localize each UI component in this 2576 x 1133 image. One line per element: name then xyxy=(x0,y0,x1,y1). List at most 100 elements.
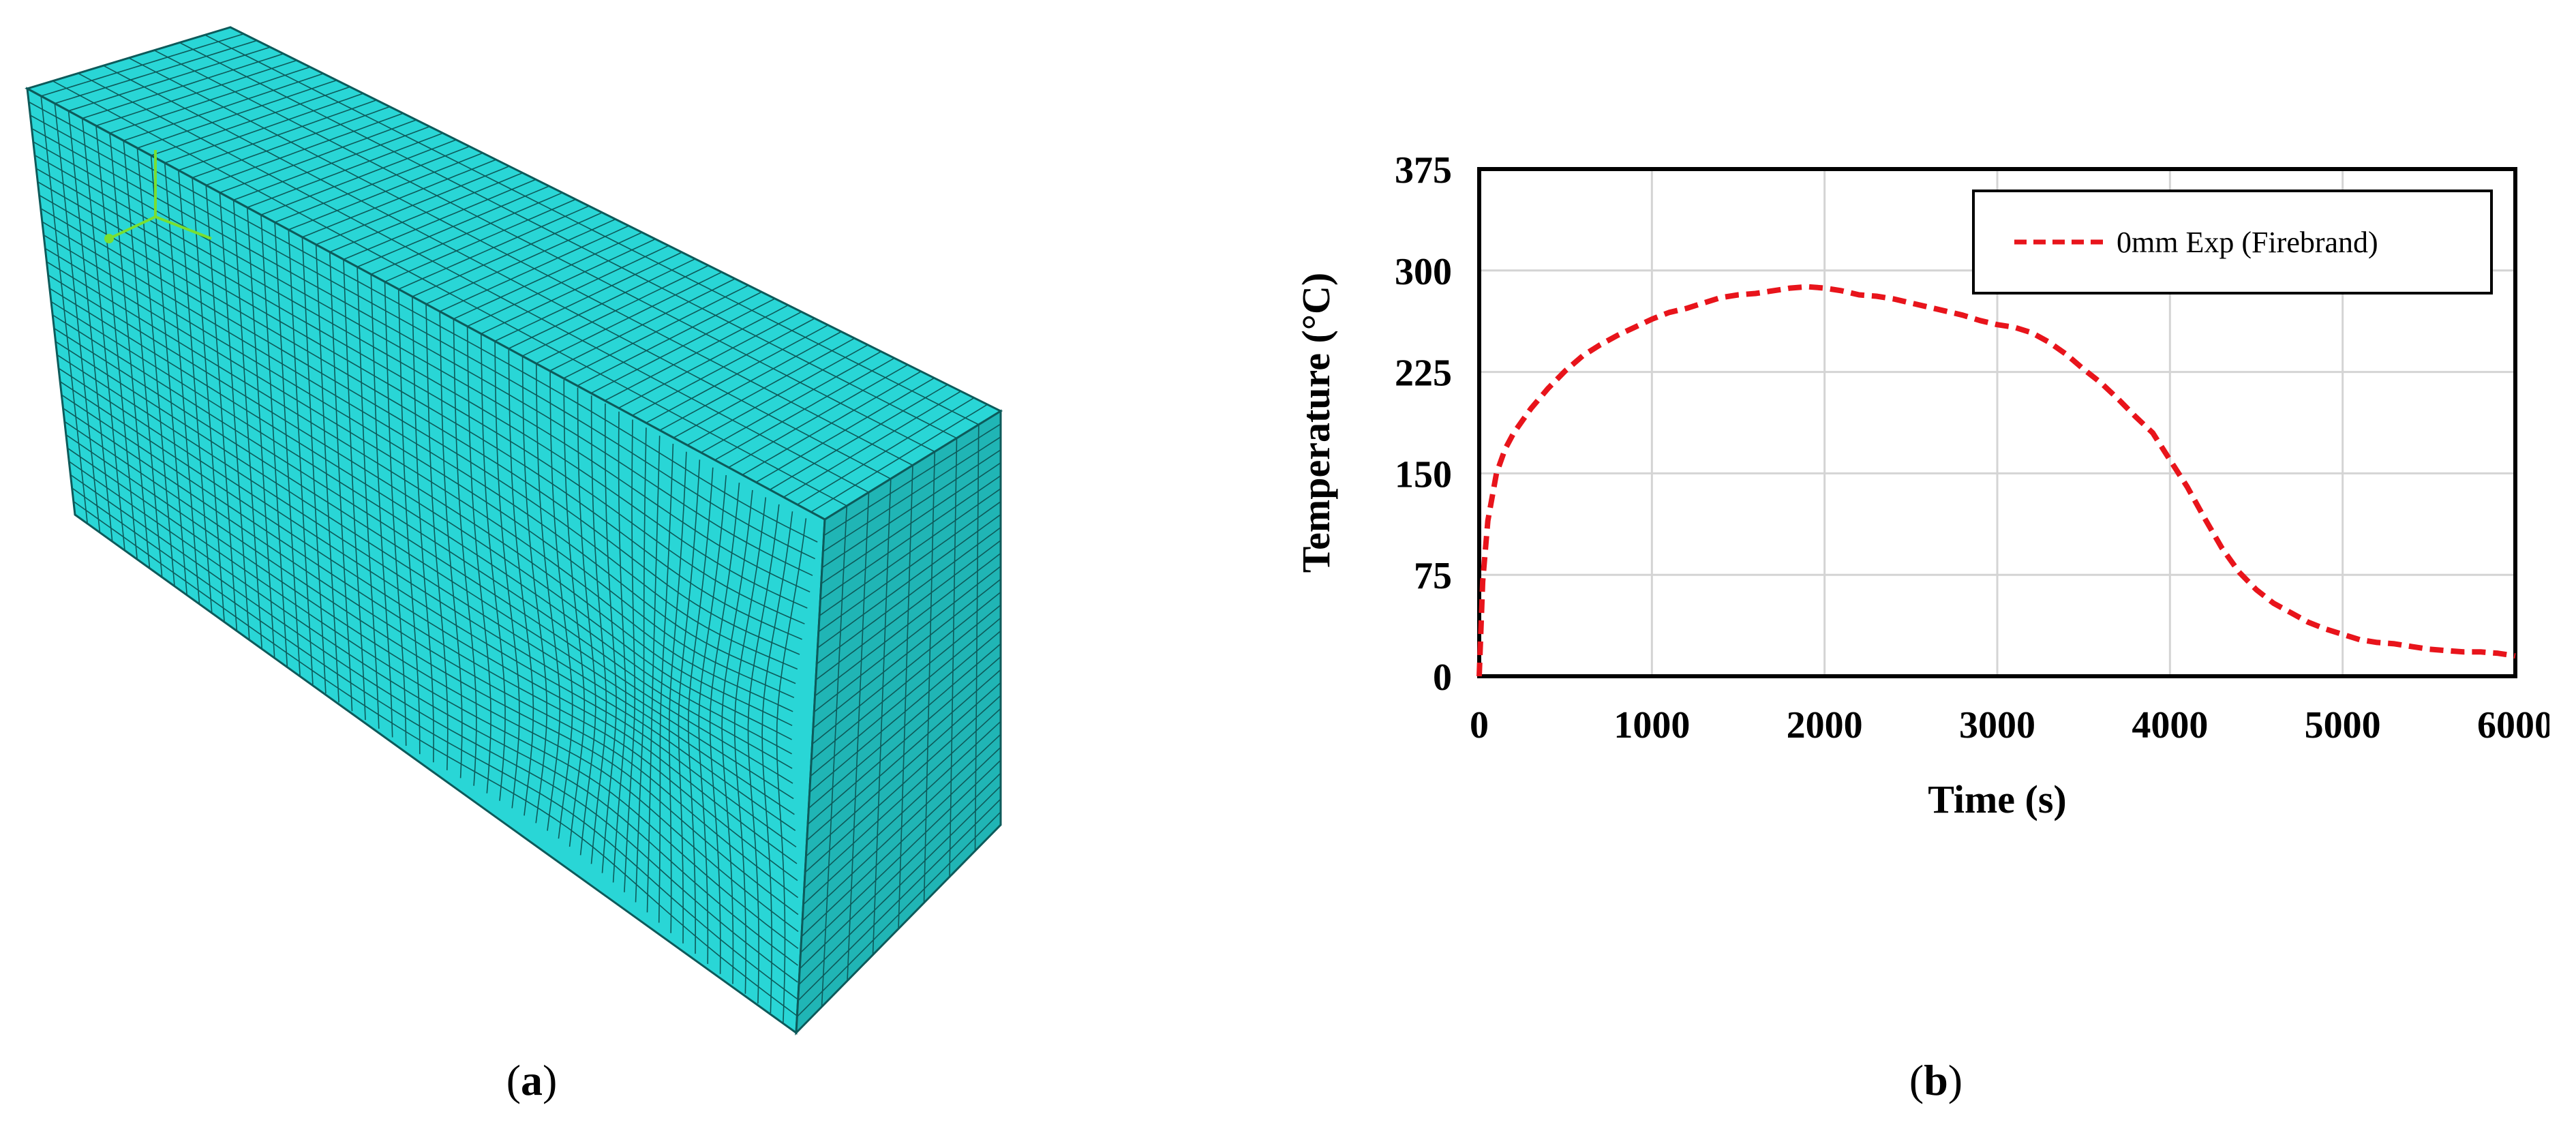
mesh-line xyxy=(33,141,810,593)
x-axis-title: Time (s) xyxy=(1928,777,2067,821)
x-tick-label: 1000 xyxy=(1613,704,1690,746)
mesh-line xyxy=(819,488,1001,616)
mesh-line xyxy=(39,194,800,655)
mesh-line xyxy=(64,421,799,916)
x-tick-label: 0 xyxy=(1470,704,1489,746)
mesh-line xyxy=(59,381,798,864)
mesh-line xyxy=(819,475,1001,601)
mesh-line xyxy=(809,630,1001,793)
mesh-line xyxy=(815,540,1001,680)
y-axis-title: Temperature (°C) xyxy=(1294,273,1338,573)
mesh-line xyxy=(48,274,792,740)
axis-triad-icon xyxy=(104,150,212,243)
panel-label-a: (a) xyxy=(506,1056,558,1104)
mesh-line xyxy=(128,57,913,466)
mesh-top-face xyxy=(25,26,1003,521)
x-tick-label: 3000 xyxy=(1959,704,2035,746)
y-tick-label: 150 xyxy=(1395,453,1452,496)
series-layer xyxy=(1476,284,2516,677)
mesh-front-face xyxy=(26,87,826,1035)
mesh-block xyxy=(25,26,1003,1036)
y-tick-label: 375 xyxy=(1395,149,1452,192)
mesh-side-face xyxy=(795,409,1002,1036)
mesh-line xyxy=(58,367,797,848)
mesh-line xyxy=(798,785,1001,985)
mesh-line xyxy=(810,617,1001,777)
mesh-line xyxy=(812,591,1001,745)
temperature-time-chart: 0 75 150 225 300 375 0 1000 2000 3000 4000 5000 600… xyxy=(1294,149,2549,821)
mesh-line xyxy=(40,208,798,670)
x-tick-labels: 0 1000 2000 3000 4000 5000 6000 xyxy=(1470,704,2549,746)
mesh-line xyxy=(796,811,1001,1018)
mesh-line xyxy=(810,604,1001,761)
y-tick-label: 300 xyxy=(1395,251,1452,293)
mesh-line xyxy=(808,643,1001,809)
mesh-line xyxy=(67,447,799,950)
plot-frame xyxy=(1477,167,2517,678)
mesh-line xyxy=(804,708,1001,889)
mesh-line xyxy=(73,500,797,1016)
mesh-line xyxy=(31,127,813,576)
mesh-line xyxy=(72,487,798,999)
mesh-line xyxy=(43,235,795,699)
mesh-line xyxy=(49,288,792,755)
mesh-line xyxy=(50,301,793,769)
mesh-line xyxy=(52,80,847,507)
mesh-line xyxy=(65,434,799,933)
mesh-line xyxy=(179,42,957,439)
mesh-line xyxy=(53,327,794,800)
mesh-block-illustration xyxy=(25,26,1003,1036)
mesh-line xyxy=(816,527,1001,665)
mesh-line xyxy=(821,462,1001,584)
mesh-line xyxy=(823,423,1001,537)
mesh-line xyxy=(813,578,1001,729)
mesh-line xyxy=(822,436,1001,552)
mesh-line xyxy=(28,101,818,543)
y-tick-label: 75 xyxy=(1414,555,1452,597)
x-tick-label: 5000 xyxy=(2305,704,2381,746)
panel-label-b: (b) xyxy=(1909,1056,1963,1104)
mesh-line xyxy=(798,798,1001,1001)
mesh-line xyxy=(35,168,805,624)
mesh-line xyxy=(805,682,1001,857)
mesh-line xyxy=(800,759,1001,953)
mesh-line xyxy=(802,734,1001,921)
mesh-line xyxy=(44,247,793,712)
mesh-line xyxy=(34,155,808,609)
y-tick-label: 225 xyxy=(1395,352,1452,395)
mesh-line xyxy=(55,341,795,815)
x-tick-label: 4000 xyxy=(2132,704,2208,746)
legend: 0mm Exp (Firebrand) xyxy=(1972,190,2493,294)
mesh-line xyxy=(204,34,980,425)
series-line xyxy=(1476,284,2516,677)
mesh-line xyxy=(61,394,798,881)
mesh-line xyxy=(807,656,1001,825)
mesh-line xyxy=(70,474,798,983)
mesh-line xyxy=(817,514,1001,648)
mesh-line xyxy=(42,221,796,684)
mesh-line xyxy=(46,261,793,727)
y-tick-label: 0 xyxy=(1433,656,1452,699)
mesh-line xyxy=(37,181,802,640)
mesh-line xyxy=(821,449,1001,569)
mesh-line xyxy=(801,746,1001,937)
mesh-line xyxy=(78,72,869,494)
mesh-line xyxy=(818,501,1001,633)
mesh-line xyxy=(804,695,1001,873)
mesh-line xyxy=(799,772,1001,969)
mesh-line xyxy=(68,461,798,966)
mesh-line xyxy=(815,553,1001,697)
mesh-line xyxy=(30,115,816,560)
mesh-line xyxy=(63,408,799,898)
legend-label: 0mm Exp (Firebrand) xyxy=(2117,226,2378,259)
mesh-line xyxy=(806,669,1001,841)
mesh-line xyxy=(813,565,1001,713)
mesh-line xyxy=(52,314,793,784)
mesh-line xyxy=(57,354,796,831)
x-tick-label: 6000 xyxy=(2477,704,2549,746)
mesh-line xyxy=(153,50,935,453)
mesh-line xyxy=(103,65,892,480)
mesh-line xyxy=(802,721,1001,905)
x-tick-label: 2000 xyxy=(1787,704,1863,746)
